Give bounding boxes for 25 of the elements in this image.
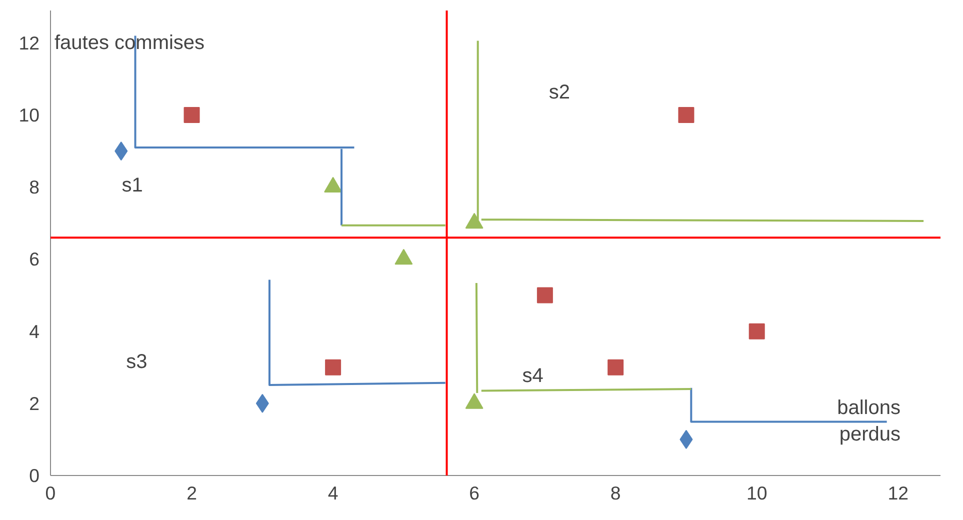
annotation: s4 xyxy=(522,365,544,388)
point xyxy=(536,287,553,304)
x-tick-label: 6 xyxy=(469,482,480,504)
point xyxy=(325,359,342,376)
x-tick-label: 12 xyxy=(888,482,909,504)
y-tick-label: 12 xyxy=(18,32,40,54)
x-tick-label: 8 xyxy=(610,482,621,504)
y-tick-label: 0 xyxy=(29,465,40,486)
x-tick-label: 2 xyxy=(186,482,197,504)
x-tick-label: 10 xyxy=(746,482,768,504)
annotation: s2 xyxy=(548,82,570,104)
y-tick-label: 10 xyxy=(18,104,40,126)
point xyxy=(184,107,200,124)
point xyxy=(748,323,765,340)
x-tick-label: 4 xyxy=(328,482,338,504)
annotation: s1 xyxy=(122,174,143,196)
y-tick-label: 2 xyxy=(29,392,40,414)
y-tick-label: 8 xyxy=(29,176,40,198)
annotation: s3 xyxy=(126,351,148,374)
y-tick-label: 4 xyxy=(29,320,40,342)
point xyxy=(608,359,624,376)
x-tick-label: 0 xyxy=(45,482,56,504)
x-axis-title: ballons perdus xyxy=(837,397,901,446)
y-tick-label: 6 xyxy=(29,248,40,270)
point xyxy=(678,107,694,124)
